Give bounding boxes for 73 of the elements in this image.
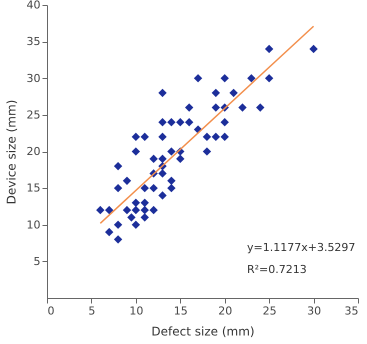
point [122, 176, 132, 185]
point [114, 235, 122, 244]
point [167, 147, 176, 156]
point [309, 44, 318, 54]
point [167, 184, 176, 192]
point [212, 132, 220, 142]
point [127, 213, 136, 222]
point [212, 103, 220, 112]
point [184, 103, 194, 112]
x-tick-label: 10 [129, 304, 144, 318]
x-tick-label: 5 [88, 304, 96, 318]
point [158, 132, 167, 142]
point [220, 132, 229, 142]
y-axis-title: Device size (mm) [4, 100, 19, 204]
y-tick-label: 25 [26, 108, 40, 122]
point [184, 118, 194, 126]
point [256, 103, 264, 112]
point [132, 206, 140, 214]
point [122, 206, 132, 214]
y-tick-label: 15 [26, 182, 40, 195]
point [158, 154, 167, 164]
x-axis-title: Defect size (mm) [151, 324, 255, 338]
y-tick-label: 35 [26, 35, 40, 48]
annotation: R²=0.7213 [247, 263, 307, 276]
point [140, 213, 149, 222]
point [114, 220, 122, 229]
point [149, 184, 158, 192]
point [105, 206, 114, 214]
point [167, 118, 176, 126]
point [140, 198, 149, 207]
point [220, 118, 229, 126]
point [132, 198, 140, 207]
point [158, 191, 167, 200]
point [238, 103, 247, 112]
y-tick-label: 10 [26, 218, 40, 232]
point [96, 206, 104, 214]
point [212, 88, 220, 98]
point [132, 147, 140, 156]
annotation: y=1.1177x+3.5297 [247, 241, 356, 254]
point [114, 184, 122, 192]
point [132, 132, 140, 142]
point [202, 147, 212, 156]
x-tick-label: 15 [174, 304, 188, 318]
point [140, 184, 149, 192]
point [264, 44, 274, 54]
x-tick-label: 25 [262, 304, 277, 318]
x-tick-label: 35 [344, 304, 358, 318]
point [264, 74, 274, 82]
point [105, 228, 114, 236]
point [158, 118, 167, 126]
point [149, 206, 158, 214]
point [202, 132, 212, 142]
x-tick-label: 0 [48, 304, 54, 318]
point [176, 118, 184, 126]
point [176, 154, 184, 164]
y-tick-label: 5 [34, 254, 40, 268]
point [140, 206, 149, 214]
x-tick-label: 30 [307, 304, 322, 318]
x-tick-label: 20 [218, 304, 232, 318]
point [149, 154, 158, 164]
point [229, 88, 238, 98]
y-tick-label: 20 [26, 145, 40, 158]
point [132, 220, 140, 229]
y-tick-label: 30 [26, 72, 40, 85]
point [247, 74, 256, 82]
point [158, 169, 167, 178]
point [167, 176, 176, 185]
point [220, 74, 229, 82]
point [194, 74, 202, 82]
point [158, 88, 167, 98]
y-tick-label: 40 [26, 0, 40, 12]
point [114, 162, 122, 170]
point [140, 132, 149, 142]
